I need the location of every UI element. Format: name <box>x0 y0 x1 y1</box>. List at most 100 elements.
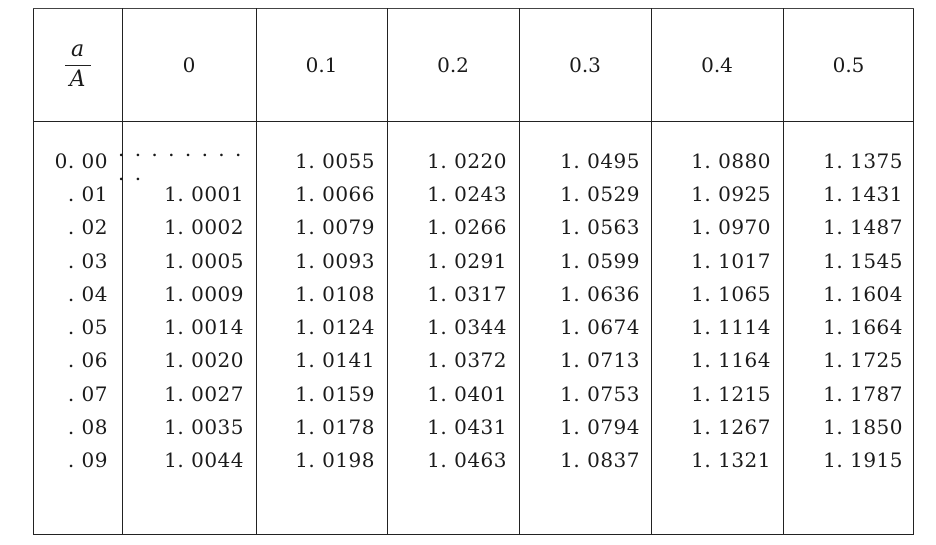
ratio-numerator: a <box>70 37 85 63</box>
table-cell: 1. 1114 <box>691 315 771 340</box>
table-row: . 03 1. 0005 1. 0093 1. 0291 1. 0599 1. 1017 1… <box>33 244 914 277</box>
table-cell: 1. 0837 <box>560 448 640 473</box>
table-cell: 1. 0495 <box>560 148 640 173</box>
table-cell: 1. 0044 <box>164 448 244 473</box>
table-cell: 1. 1545 <box>823 248 903 273</box>
column-divider <box>519 8 520 535</box>
table-cell: 1. 0970 <box>691 215 771 240</box>
table-cell: 1. 0317 <box>427 281 507 306</box>
column-divider <box>122 8 123 535</box>
table-frame <box>33 8 914 535</box>
table-row: . 08 1. 0035 1. 0178 1. 0431 1. 0794 1. 1267 1… <box>33 410 914 443</box>
column-header: 0.2 <box>437 53 469 77</box>
table-cell: 1. 0079 <box>295 215 375 240</box>
table-cell: 1. 0713 <box>560 348 640 373</box>
column-header: 0.5 <box>832 53 865 77</box>
table-cell: 1. 0009 <box>164 281 244 306</box>
ratio-fraction: a A <box>64 37 91 92</box>
row-label: . 06 <box>67 348 108 373</box>
table-cell: 1. 0093 <box>295 248 375 273</box>
column-divider <box>256 8 257 535</box>
row-label: . 03 <box>67 248 108 273</box>
table-cell: 1. 1487 <box>823 215 903 240</box>
table-row: . 06 1. 0020 1. 0141 1. 0372 1. 0713 1. 1164 1… <box>33 344 914 377</box>
table-cell: 1. 1431 <box>823 181 903 206</box>
column-divider <box>651 8 652 535</box>
table-cell: 1. 0014 <box>164 315 244 340</box>
table-cell: 1. 0599 <box>560 248 640 273</box>
table-cell: 1. 1375 <box>823 148 903 173</box>
fraction-bar <box>64 64 91 66</box>
table-row: . 09 1. 0044 1. 0198 1. 0463 1. 0837 1. 1321 1… <box>33 444 914 477</box>
table-cell: 1. 0344 <box>427 315 507 340</box>
ratio-header-cell: a A <box>33 30 122 100</box>
table-cell: 1. 1725 <box>823 348 903 373</box>
table-cell: 1. 1604 <box>823 281 903 306</box>
table-cell: 1. 0753 <box>560 381 640 406</box>
row-label: . 04 <box>67 281 108 306</box>
table-cell: 1. 0002 <box>164 215 244 240</box>
table-cell: 1. 1850 <box>823 415 903 440</box>
table-cell: 1. 0291 <box>427 248 507 273</box>
table-cell: 1. 0005 <box>164 248 244 273</box>
table-cell: 1. 1321 <box>691 448 771 473</box>
column-divider <box>387 8 388 535</box>
row-label: . 05 <box>67 315 108 340</box>
column-header: 0.1 <box>305 53 338 77</box>
table-top-rule <box>33 8 914 9</box>
row-label: . 02 <box>67 215 108 240</box>
table-cell: 1. 0066 <box>295 181 375 206</box>
table-cell: 1. 0372 <box>427 348 507 373</box>
table-row: . 05 1. 0014 1. 0124 1. 0344 1. 0674 1. 1114 1… <box>33 310 914 343</box>
table-row: . 07 1. 0027 1. 0159 1. 0401 1. 0753 1. 1215 1… <box>33 377 914 410</box>
table-cell: 1. 0124 <box>295 315 375 340</box>
table-bottom-rule <box>33 534 914 535</box>
table-cell: 1. 0463 <box>427 448 507 473</box>
table-cell: 1. 0431 <box>427 415 507 440</box>
table-cell: 1. 0001 <box>164 181 244 206</box>
column-header: 0.3 <box>569 53 601 77</box>
table-cell: 1. 1664 <box>823 315 903 340</box>
table-cell: 1. 1787 <box>823 381 903 406</box>
table-cell: 1. 1164 <box>691 348 771 373</box>
table-cell: 1. 0159 <box>295 381 375 406</box>
column-header: 0.4 <box>701 53 733 77</box>
row-label: . 07 <box>67 381 108 406</box>
table-cell: 1. 0880 <box>691 148 771 173</box>
table-cell: 1. 0220 <box>427 148 507 173</box>
table-body: 0. 00 . . . . . . . . . . 1. 0055 1. 0220 1.… <box>33 136 914 477</box>
table-cell: 1. 1065 <box>691 281 771 306</box>
table-cell: 1. 0198 <box>295 448 375 473</box>
table-cell: 1. 0529 <box>560 181 640 206</box>
table-cell: 1. 0141 <box>295 348 375 373</box>
row-label: . 01 <box>67 181 108 206</box>
table-cell: 1. 0108 <box>295 281 375 306</box>
ratio-denominator: A <box>69 66 86 92</box>
table-cell: 1. 1267 <box>691 415 771 440</box>
table-row: . 04 1. 0009 1. 0108 1. 0317 1. 0636 1. 1065 1… <box>33 277 914 310</box>
table-cell: 1. 0674 <box>560 315 640 340</box>
table-cell: 1. 1215 <box>691 381 771 406</box>
row-label: 0. 00 <box>54 148 108 173</box>
table-cell: 1. 0027 <box>164 381 244 406</box>
table-cell: . . . . . . . . . . <box>118 136 244 185</box>
table-row: . 01 1. 0001 1. 0066 1. 0243 1. 0529 1. 0925 1… <box>33 177 914 210</box>
table-cell: 1. 1017 <box>691 248 771 273</box>
table-cell: 1. 0794 <box>560 415 640 440</box>
header-rule <box>33 121 914 122</box>
table-cell: 1. 0055 <box>295 148 375 173</box>
table-cell: 1. 0401 <box>427 381 507 406</box>
table-cell: 1. 0266 <box>427 215 507 240</box>
table-cell: 1. 0925 <box>691 181 771 206</box>
table-cell: 1. 0636 <box>560 281 640 306</box>
column-divider <box>783 8 784 535</box>
row-label: . 08 <box>67 415 108 440</box>
row-label: . 09 <box>67 448 108 473</box>
table-cell: 1. 1915 <box>823 448 903 473</box>
table-cell: 1. 0020 <box>164 348 244 373</box>
table-cell: 1. 0243 <box>427 181 507 206</box>
table-cell: 1. 0035 <box>164 415 244 440</box>
table-row: . 02 1. 0002 1. 0079 1. 0266 1. 0563 1. 0970 1… <box>33 211 914 244</box>
table-cell: 1. 0563 <box>560 215 640 240</box>
column-header: 0 <box>182 53 196 77</box>
